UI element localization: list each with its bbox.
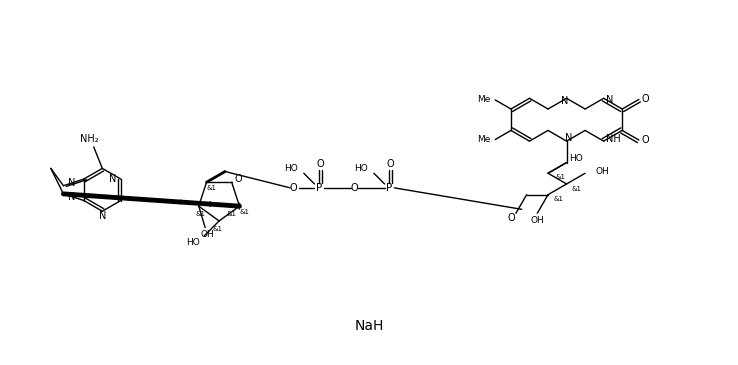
Text: &1: &1 — [556, 174, 566, 180]
Text: OH: OH — [531, 215, 544, 224]
Text: &1: &1 — [227, 211, 237, 217]
Text: N: N — [108, 174, 116, 184]
Text: NH₂: NH₂ — [80, 134, 98, 144]
Text: &1: &1 — [207, 185, 216, 191]
Text: N: N — [561, 96, 568, 106]
Text: N: N — [99, 211, 106, 221]
Text: HO: HO — [284, 164, 298, 173]
Text: HO: HO — [570, 154, 583, 163]
Text: Me: Me — [477, 95, 490, 104]
Text: OH: OH — [200, 230, 214, 239]
Text: &1: &1 — [571, 186, 582, 192]
Text: O: O — [351, 183, 358, 193]
Text: P: P — [386, 183, 393, 193]
Text: &1: &1 — [212, 226, 222, 232]
Text: O: O — [235, 174, 242, 184]
Text: NH: NH — [606, 134, 621, 144]
Text: N: N — [606, 95, 613, 105]
Text: N: N — [68, 192, 75, 202]
Text: HO: HO — [187, 238, 200, 247]
Text: Me: Me — [477, 135, 490, 144]
Text: HO: HO — [354, 164, 368, 173]
Text: O: O — [507, 213, 515, 223]
Text: N: N — [68, 178, 75, 188]
Text: O: O — [642, 95, 649, 104]
Text: NaH: NaH — [354, 319, 384, 333]
Text: P: P — [317, 183, 323, 193]
Text: O: O — [289, 183, 297, 193]
Text: &1: &1 — [554, 196, 564, 201]
Text: &1: &1 — [239, 209, 249, 215]
Text: O: O — [317, 158, 324, 169]
Text: &1: &1 — [196, 211, 206, 217]
Text: OH: OH — [596, 167, 610, 176]
Text: O: O — [642, 135, 649, 145]
Text: N: N — [565, 133, 572, 143]
Text: O: O — [387, 158, 394, 169]
